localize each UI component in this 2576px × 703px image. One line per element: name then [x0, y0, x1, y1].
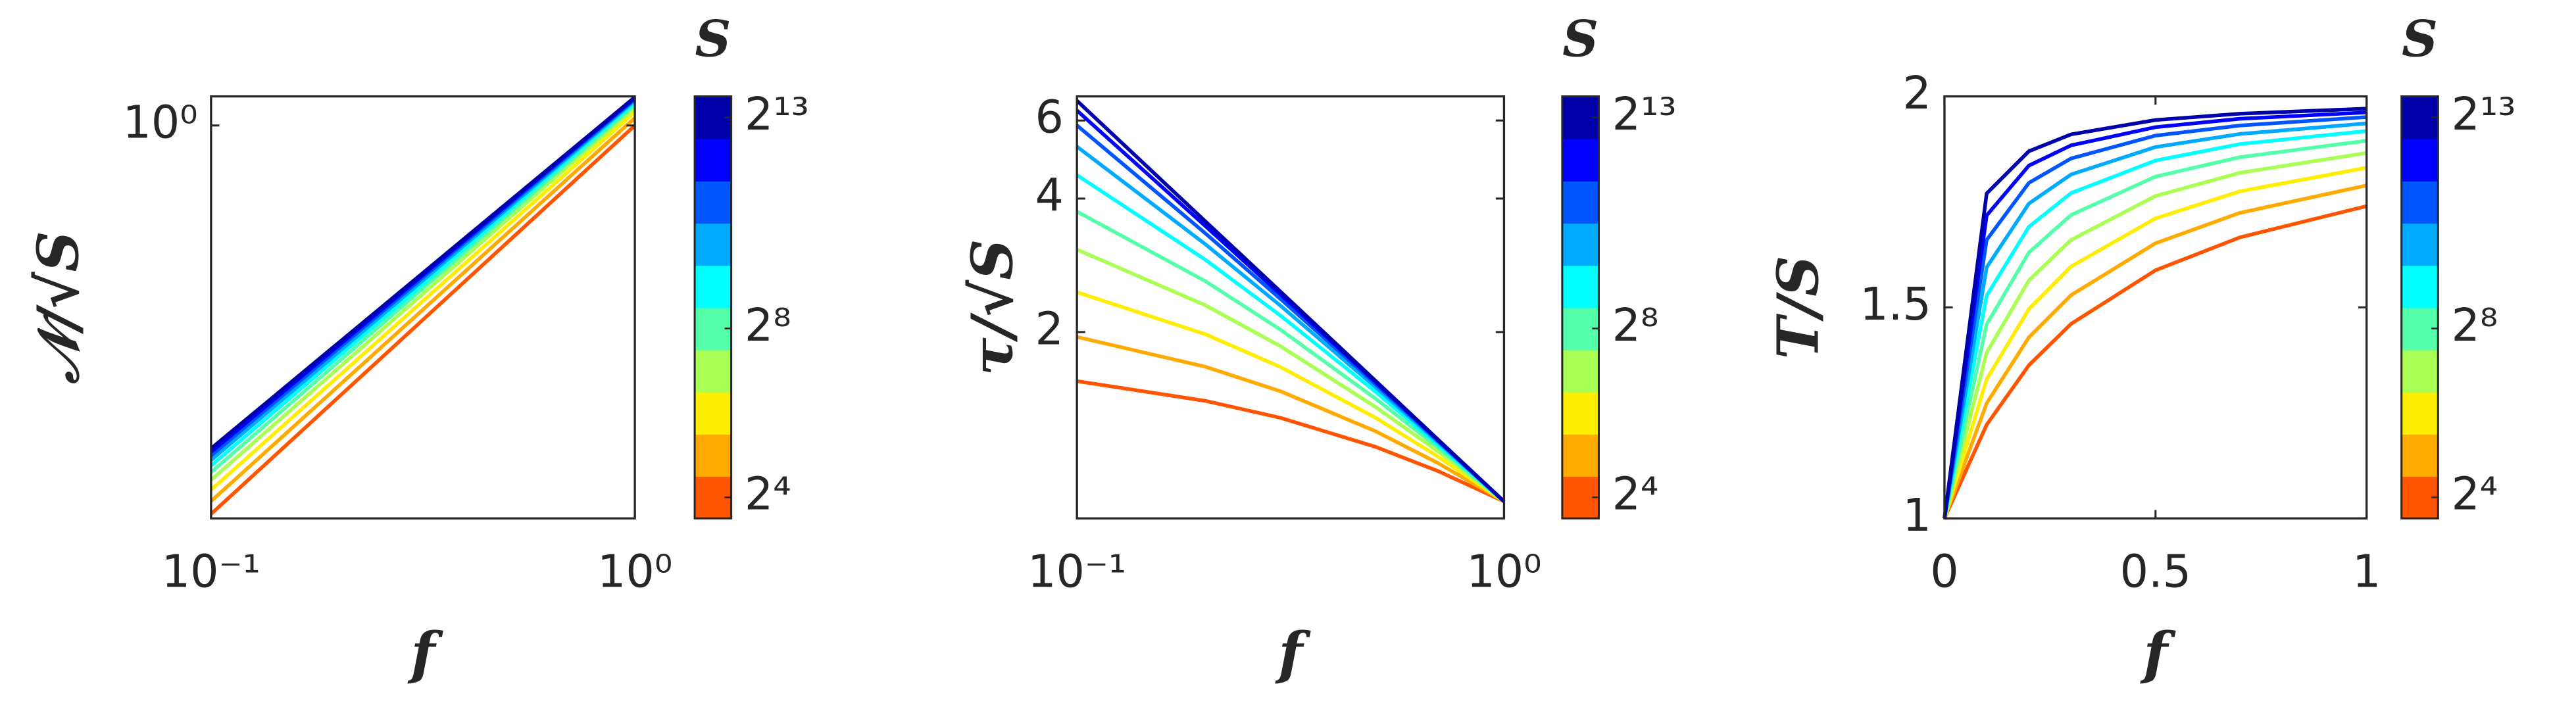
colorbar-band	[2401, 223, 2439, 266]
series-line	[1076, 247, 1506, 503]
series-line	[210, 95, 636, 450]
colorbar-tick-label: 2⁸	[1612, 300, 1659, 352]
axes-box	[210, 95, 636, 520]
colorbar-tick-label: 2⁴	[745, 469, 791, 521]
colorbar-band	[2401, 391, 2439, 435]
colorbar-band	[695, 433, 731, 477]
series-line	[1943, 121, 2367, 519]
colorbar-tick-label: 2¹³	[2452, 89, 2516, 141]
y-axis-label: T/S	[1766, 256, 1832, 359]
series-line	[210, 106, 636, 481]
y-tick-label: 2	[1035, 303, 1064, 355]
colorbar-band	[2401, 265, 2439, 308]
colorbar-band	[2401, 349, 2439, 393]
colorbar-band	[695, 349, 731, 393]
series-line	[209, 116, 636, 503]
y-tick-label: 2	[1902, 68, 1931, 120]
colorbar-band	[1562, 180, 1599, 224]
series-line	[1943, 139, 2367, 519]
colorbar-band	[1562, 391, 1599, 435]
colorbar-tick-label: 2⁸	[2452, 300, 2498, 352]
colorbar-band	[2401, 180, 2439, 224]
series-line	[1076, 210, 1506, 503]
series-line	[1943, 115, 2367, 519]
colorbar-tick-label: 2¹³	[1612, 89, 1677, 141]
colorbar-band	[1562, 433, 1599, 477]
x-tick-label: 10⁰	[1466, 546, 1541, 598]
series-line	[1076, 335, 1505, 503]
x-axis-label: f	[2139, 620, 2176, 687]
x-axis-label: f	[1274, 620, 1311, 687]
x-tick-label: 1	[2352, 546, 2381, 598]
x-tick-label: 10⁻¹	[162, 546, 260, 598]
axes-box	[1076, 95, 1506, 520]
colorbar-box	[693, 95, 733, 520]
y-axis-label: τ/√S	[959, 239, 1026, 376]
series-line	[209, 124, 636, 516]
x-tick-label: 10⁻¹	[1028, 546, 1126, 598]
series-line	[1943, 183, 2367, 520]
colorbar-tick-label: 2⁴	[1612, 469, 1659, 521]
colorbar-band	[1562, 349, 1599, 393]
x-tick-label: 10⁰	[597, 546, 672, 598]
colorbar-title: S	[2402, 10, 2438, 68]
colorbar-band	[695, 138, 731, 182]
y-tick-label: 4	[1035, 170, 1064, 222]
y-tick-label: 10⁰	[123, 97, 198, 149]
series-line	[1943, 204, 2367, 520]
series-line	[210, 110, 636, 492]
series-line	[1076, 290, 1505, 503]
colorbar-tick-label: 2¹³	[745, 89, 809, 141]
colorbar-title: S	[695, 10, 731, 68]
series-line	[1943, 151, 2367, 519]
colorbar-band	[1562, 265, 1599, 308]
colorbar-title: S	[1562, 10, 1598, 68]
colorbar-band	[2401, 433, 2439, 477]
colorbar-band	[1562, 138, 1599, 182]
x-tick-label: 0	[1930, 546, 1958, 598]
series-line	[1076, 379, 1505, 504]
colorbar-box	[1561, 95, 1600, 520]
colorbar-band	[695, 223, 731, 266]
colorbar-tick-label: 2⁸	[745, 300, 791, 352]
y-tick-label: 6	[1035, 92, 1064, 144]
series-line	[210, 101, 636, 468]
colorbar-band	[695, 265, 731, 308]
series-line	[1943, 107, 2367, 519]
x-tick-label: 0.5	[2120, 546, 2191, 598]
series-line	[1943, 166, 2367, 520]
colorbar-band	[695, 180, 731, 224]
series-line	[1943, 129, 2367, 519]
colorbar-band	[695, 391, 731, 435]
colorbar-tick-label: 2⁴	[2452, 469, 2498, 521]
y-tick-label: 1	[1902, 490, 1931, 542]
series-line	[1943, 110, 2367, 519]
y-tick-label: 1.5	[1860, 279, 1931, 331]
x-axis-label: f	[407, 620, 444, 687]
series-line	[1076, 99, 1506, 503]
series-line	[210, 103, 636, 474]
colorbar-box	[2400, 95, 2439, 520]
colorbar-band	[1562, 223, 1599, 266]
y-axis-label: 𝒩/√S	[26, 231, 92, 384]
colorbar-band	[2401, 138, 2439, 182]
